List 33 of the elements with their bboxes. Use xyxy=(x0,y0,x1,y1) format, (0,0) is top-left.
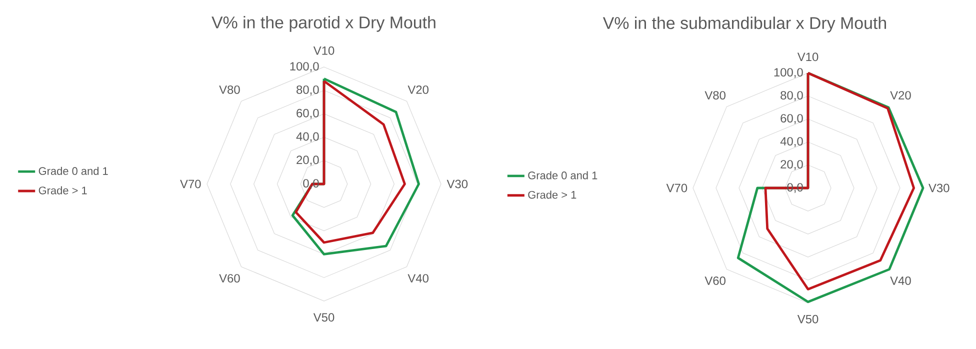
spoke-label: V50 xyxy=(797,314,818,324)
legend-label: Grade 0 and 1 xyxy=(528,171,598,180)
spoke-label: V60 xyxy=(219,274,240,283)
spoke-label: V20 xyxy=(408,85,428,94)
spoke-label: V70 xyxy=(180,180,201,188)
spoke-label: V50 xyxy=(313,313,334,322)
y-tick-label: 100,0 xyxy=(774,68,803,78)
spoke-label: V10 xyxy=(313,46,334,55)
spoke-label: V40 xyxy=(890,276,911,285)
y-tick-label: 80,0 xyxy=(296,85,319,96)
legend-label: Grade > 1 xyxy=(528,190,576,199)
spoke-label: V70 xyxy=(666,184,688,192)
spoke-label: V30 xyxy=(446,180,468,188)
y-tick-label: 40,0 xyxy=(296,132,319,142)
spoke-label: V40 xyxy=(408,274,428,283)
y-tick-label: 80,0 xyxy=(780,91,803,101)
y-tick-label: 60,0 xyxy=(780,114,803,124)
y-tick-label: 40,0 xyxy=(780,137,803,147)
chart-title: V% in the parotid x Dry Mouth xyxy=(212,16,436,32)
spoke-label: V60 xyxy=(704,276,726,285)
spoke-label: V20 xyxy=(890,91,911,100)
legend-label: Grade > 1 xyxy=(38,186,87,194)
spoke-label: V10 xyxy=(797,52,818,62)
spoke-label: V80 xyxy=(219,85,240,94)
spoke-label: V30 xyxy=(928,184,950,192)
y-tick-label: 20,0 xyxy=(780,160,803,170)
y-tick-label: 100,0 xyxy=(290,62,319,72)
chart-title: V% in the submandibular x Dry Mouth xyxy=(602,16,886,32)
y-tick-label: 60,0 xyxy=(296,108,319,119)
spoke-label: V80 xyxy=(704,91,726,100)
y-tick-label: 20,0 xyxy=(296,156,319,166)
y-tick-label: 0,0 xyxy=(787,183,803,193)
legend-label: Grade 0 and 1 xyxy=(38,166,108,175)
